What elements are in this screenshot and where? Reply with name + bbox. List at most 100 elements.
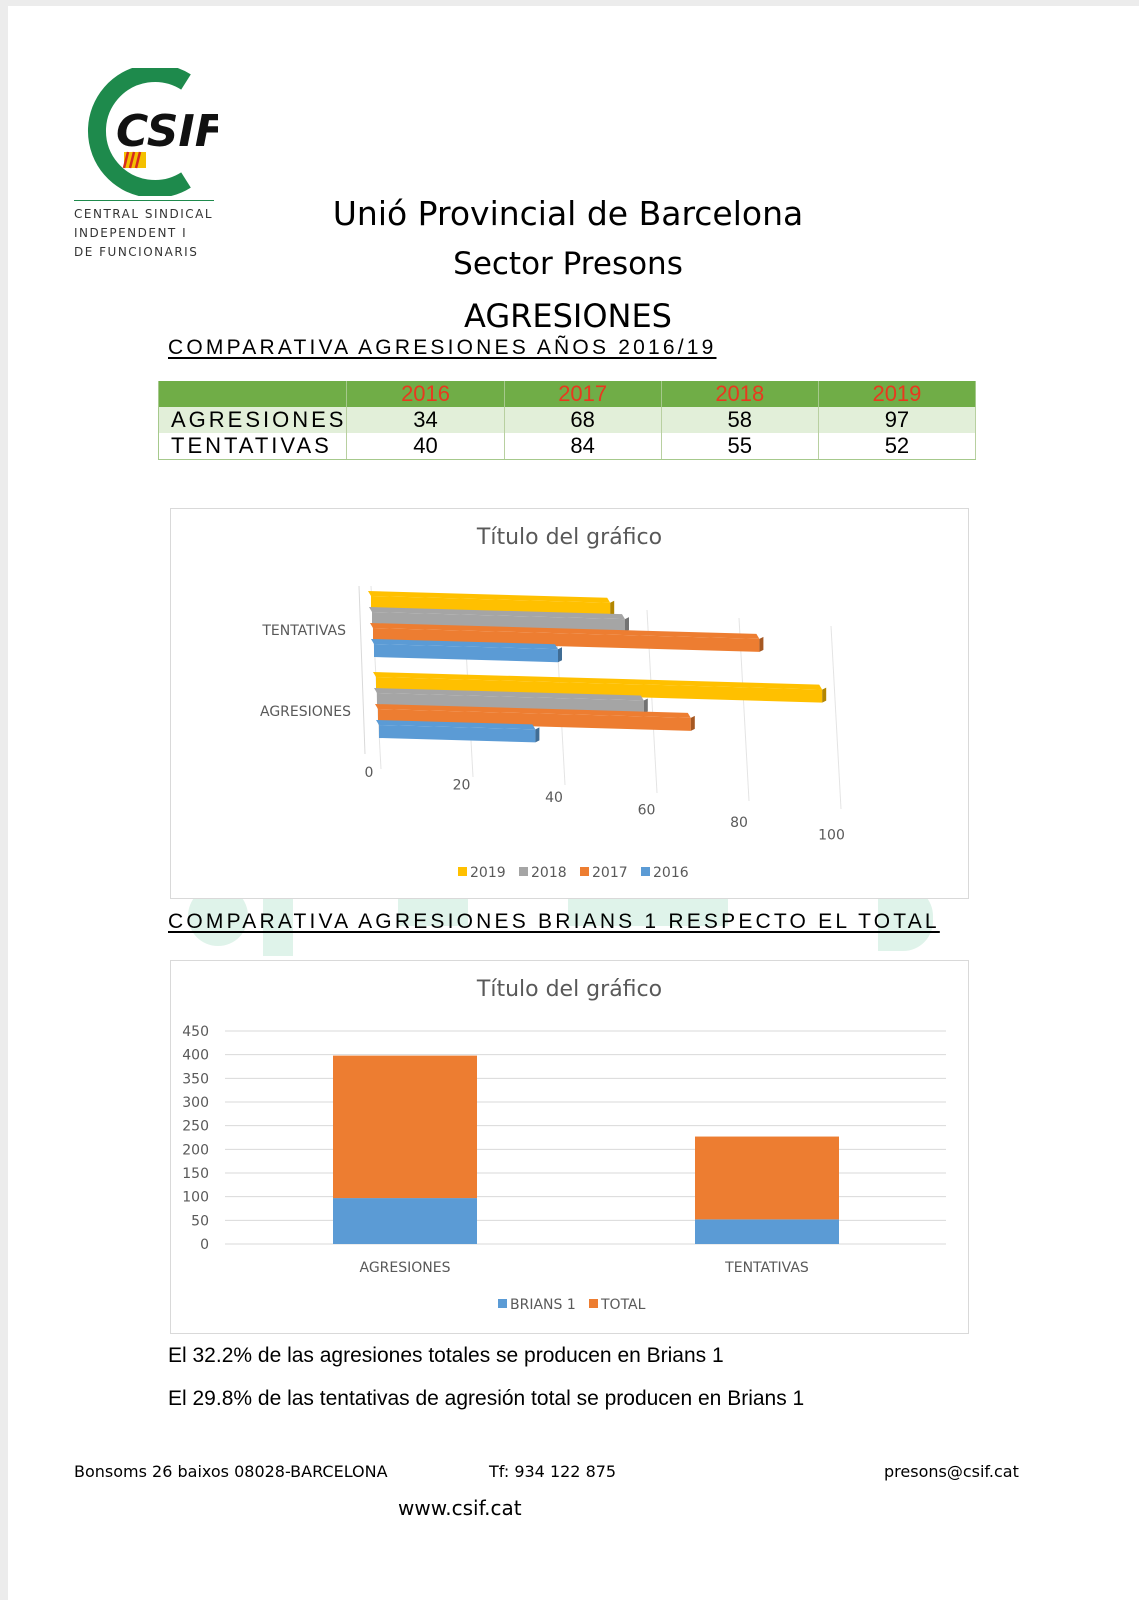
y-tick-label: 400: [182, 1048, 209, 1064]
y-tick-label: 100: [182, 1190, 209, 1206]
bar-2018-tentativas: [372, 612, 625, 633]
bar-2018-agresiones-top: [374, 688, 644, 701]
x-tick-label: 60: [638, 803, 656, 819]
bar-2016-agresiones-end: [535, 727, 540, 743]
header-title-1: Unió Provincial de Barcelona: [332, 194, 804, 233]
section-2-title: COMPARATIVA AGRESIONES BRIANS 1 RESPECTO…: [168, 910, 940, 933]
bar-2019-tentativas-top: [368, 591, 611, 603]
chart-1-title: Título del gráfico: [476, 525, 663, 550]
logo-caption: CENTRAL SINDICAL INDEPENDENT I DE FUNCIO…: [74, 200, 214, 262]
legend-swatch-total: [589, 1299, 598, 1308]
bar-2019-tentativas-end: [610, 600, 615, 616]
category-label-agresiones: AGRESIONES: [360, 1260, 451, 1276]
note-agresiones: El 32.2% de las agresiones totales se pr…: [168, 1344, 724, 1367]
section-1-title: COMPARATIVA AGRESIONES AÑOS 2016/19: [168, 336, 717, 359]
legend-swatch-2018: [519, 867, 528, 876]
category-label-tentativas: TENTATIVAS: [724, 1260, 809, 1276]
bar-2019-agresiones-top: [373, 672, 823, 690]
x-tick-label: 20: [453, 778, 471, 794]
category-label-agresiones: AGRESIONES: [260, 704, 351, 720]
legend-swatch-brians-1: [498, 1299, 507, 1308]
bar-total-agresiones: [333, 1055, 477, 1199]
bar-total-tentativas: [695, 1136, 839, 1220]
table-cell: 68: [504, 407, 662, 433]
bar-2019-tentativas: [371, 596, 611, 616]
row-label: TENTATIVAS: [157, 433, 348, 460]
legend-swatch-2016: [641, 867, 650, 876]
table-cell: 34: [346, 407, 505, 433]
csif-logo: CSIF: [87, 68, 218, 196]
table-cell: 52: [818, 433, 977, 460]
table-header-cell: 2018: [661, 381, 819, 407]
bar-2019-agresiones: [376, 677, 823, 703]
chart-2: Título del gráfico 0 50 100 150 200 250 300 350…: [170, 960, 969, 1334]
table-cell: 40: [346, 433, 505, 460]
table-header-cell: 2017: [504, 381, 662, 407]
table-cell: 97: [818, 407, 977, 433]
x-tick-label: 0: [365, 765, 374, 781]
footer-phone: Tf: 934 122 875: [489, 1462, 617, 1481]
header-title-2: Sector Presons: [453, 246, 683, 282]
table-header-row: 2016 2017 2018 2019: [157, 381, 977, 407]
y-tick-label: 350: [182, 1071, 209, 1087]
table-row: TENTATIVAS 40 84 55 52: [157, 433, 977, 460]
bar-2017-agresiones-top: [375, 704, 691, 718]
y-tick-label: 250: [182, 1119, 209, 1135]
category-label-tentativas: TENTATIVAS: [261, 623, 346, 639]
y-tick-label: 50: [191, 1213, 209, 1229]
bar-2017-tentativas-top: [370, 623, 760, 639]
bar-2017-tentativas-end: [759, 636, 764, 652]
legend-label-brians-1: BRIANS 1: [510, 1297, 576, 1313]
legend-swatch-2019: [458, 867, 467, 876]
legend-label-total: TOTAL: [600, 1297, 646, 1313]
comparison-table: 2016 2017 2018 2019 AGRESIONES 34 68 58 …: [157, 381, 977, 460]
bar-2018-tentativas-end: [625, 617, 629, 633]
table-header-cell: 2019: [818, 381, 977, 407]
table-row: AGRESIONES 34 68 58 97: [157, 407, 977, 433]
bar-2017-agresiones: [378, 709, 691, 731]
table-cell: 58: [661, 407, 819, 433]
bar-2019-agresiones-end: [822, 687, 827, 703]
bar-2016-tentativas-top: [371, 639, 558, 650]
bar-2018-agresiones-end: [643, 698, 648, 714]
chart-1-plot: 0 20 40 60 80 100 TENTATIVAS AGRESIONES 2019 2018…: [260, 585, 845, 881]
chart-1: Título del gráfico 0 20 40 60 80 100 TENTATIVA…: [170, 508, 969, 899]
bar-2017-tentativas: [373, 628, 760, 652]
chart-2-title: Título del gráfico: [476, 977, 663, 1002]
bar-2016-tentativas: [374, 644, 558, 663]
bar-2016-agresiones-top: [376, 720, 536, 730]
row-label: AGRESIONES: [157, 407, 348, 433]
logo-text: CSIF: [116, 106, 218, 157]
document-page: CSIF CENTRAL SINDICAL INDEPENDENT I DE F…: [8, 6, 1139, 1600]
y-tick-label: 300: [182, 1095, 209, 1111]
table-cell: 84: [504, 433, 662, 460]
header-title-3: AGRESIONES: [464, 297, 672, 335]
bar-2018-agresiones: [377, 693, 644, 714]
chart-2-plot: 0 50 100 150 200 250 300 350 400 450 AGRESIONES TEN…: [182, 1024, 946, 1313]
bar-2017-agresiones-end: [690, 715, 695, 731]
bar-2018-tentativas-top: [369, 607, 625, 620]
y-tick-label: 450: [182, 1024, 209, 1040]
x-tick-label: 40: [545, 790, 563, 806]
table-header-empty: [157, 381, 348, 407]
footer-email[interactable]: presons@csif.cat: [884, 1462, 1019, 1481]
legend-swatch-2017: [580, 867, 589, 876]
table-cell: 55: [661, 433, 819, 460]
note-tentativas: El 29.8% de las tentativas de agresión t…: [168, 1387, 805, 1410]
legend-label-2018: 2018: [531, 865, 567, 881]
bar-2016-tentativas-end: [558, 647, 562, 663]
footer-address: Bonsoms 26 baixos 08028-BARCELONA: [74, 1462, 388, 1481]
footer-website[interactable]: www.csif.cat: [398, 1496, 522, 1520]
legend-label-2019: 2019: [470, 865, 506, 881]
bar-2016-agresiones: [379, 725, 536, 743]
legend-label-2016: 2016: [653, 865, 689, 881]
x-tick-label: 80: [730, 815, 748, 831]
bar-brians-1-tentativas: [695, 1219, 839, 1244]
x-tick-label: 100: [818, 828, 845, 844]
legend-label-2017: 2017: [592, 865, 628, 881]
axis-line: [358, 585, 366, 755]
y-tick-label: 150: [182, 1166, 209, 1182]
bar-brians-1-agresiones: [333, 1198, 477, 1244]
y-tick-label: 200: [182, 1142, 209, 1158]
table-header-cell: 2016: [346, 381, 505, 407]
